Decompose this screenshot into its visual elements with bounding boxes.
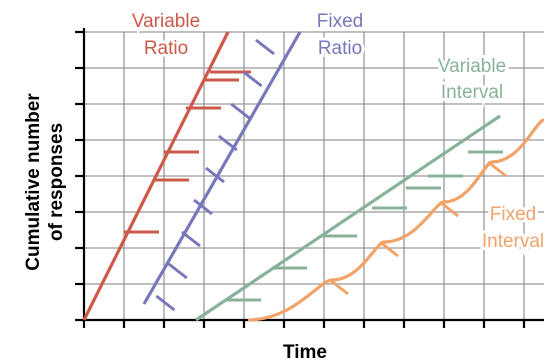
y-axis-title-line-2: of responses	[46, 123, 67, 241]
reinforcement-tick	[181, 230, 201, 248]
series	[82, 31, 545, 322]
reinforcement-tick	[167, 262, 188, 280]
reinforcement-tick	[242, 70, 263, 88]
axes	[75, 28, 544, 328]
series-variable-ratio	[82, 31, 251, 321]
y-axis-title-line-1: Cumulative number	[23, 93, 44, 271]
x-axis-title: Time	[283, 342, 327, 363]
series-label-halo: Variable	[132, 11, 200, 32]
series-label-variable-ratio: Ratio	[144, 38, 188, 59]
grid	[84, 31, 544, 320]
series-label-halo: Ratio	[144, 38, 188, 59]
series-fixed-ratio	[142, 31, 302, 312]
series-label-halo: Fixed	[317, 11, 363, 32]
series-fixed-interval	[247, 118, 545, 322]
series-label-fixed-interval: Interval	[482, 231, 544, 252]
series-label-variable-interval: Variable	[438, 56, 506, 77]
reinforcement-tick	[439, 200, 459, 218]
series-line	[247, 118, 545, 322]
reinforcement-tick	[155, 294, 176, 312]
series-labels: VariableVariableRatioRatioFixedFixedRati…	[129, 8, 547, 255]
series-label-halo: Interval	[482, 231, 544, 252]
reinforcement-tick	[487, 160, 507, 178]
series-label-halo: Fixed	[490, 204, 536, 225]
series-variable-interval	[195, 114, 503, 322]
y-axis-title: Cumulative number of responses	[23, 93, 67, 271]
series-label-fixed-interval: Fixed	[490, 204, 536, 225]
reinforcement-tick	[255, 38, 275, 56]
series-label-variable-ratio: Variable	[132, 11, 200, 32]
series-label-fixed-ratio: Fixed	[317, 11, 363, 32]
reinforcement-tick	[329, 278, 349, 296]
reinforcement-tick	[379, 240, 399, 258]
series-line	[142, 31, 302, 305]
series-label-halo: Ratio	[318, 38, 362, 59]
reinforcement-tick	[193, 198, 213, 216]
reinforcement-tick	[217, 134, 238, 152]
series-label-halo: Interval	[441, 82, 503, 103]
series-label-fixed-ratio: Ratio	[318, 38, 362, 59]
reinforcement-tick	[230, 102, 251, 120]
series-label-variable-interval: Interval	[441, 82, 503, 103]
reinforcement-tick	[205, 166, 225, 184]
series-label-halo: Variable	[438, 56, 506, 77]
series-line	[195, 114, 501, 322]
